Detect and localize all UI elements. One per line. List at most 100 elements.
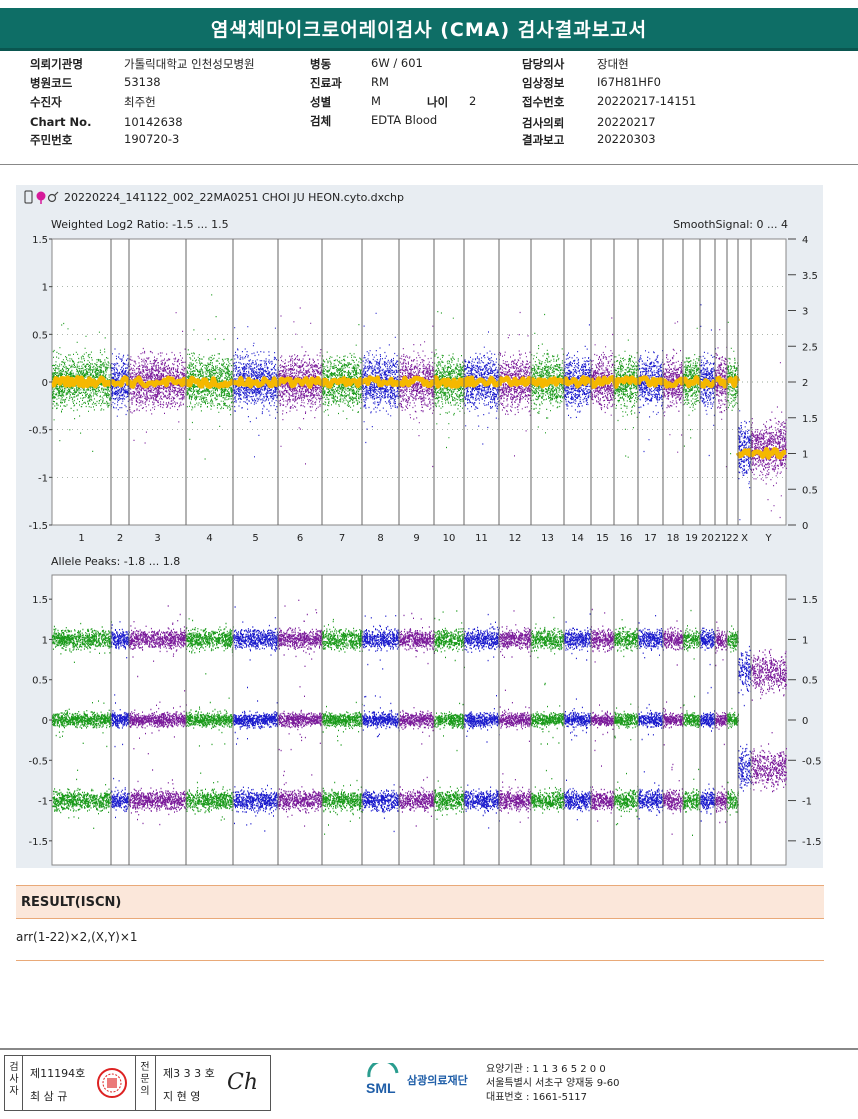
field-label: 검사의뢰 xyxy=(522,116,565,130)
field-value: 20220303 xyxy=(597,132,656,146)
bottom-left-tick: -1.5 xyxy=(28,837,48,848)
top-right-tick: 4 xyxy=(802,235,808,246)
bottom-right-tick: -1.5 xyxy=(802,837,822,848)
cma-chart: Weighted Log2 Ratio: -1.5 ... 1.5 Smooth… xyxy=(28,218,822,866)
chr-10-smooth-signal xyxy=(432,375,467,389)
chr-19-smooth-signal xyxy=(681,375,703,389)
chr-5-smooth-signal xyxy=(232,375,280,389)
chr-16-allele-points xyxy=(614,619,639,826)
chr-X-allele-points xyxy=(738,645,752,792)
report-title: 염색체마이크로어레이검사 (CMA) 검사결과보고서 xyxy=(0,8,858,51)
chr-label-7: 7 xyxy=(339,533,345,544)
chr-18-smooth-signal xyxy=(662,376,686,389)
field-value: I67H81HF0 xyxy=(597,75,661,89)
field-label: 결과보고 xyxy=(522,133,565,147)
chr-label-4: 4 xyxy=(206,533,212,544)
chr-21-allele-points xyxy=(715,621,728,824)
field-label: 의뢰기관명 xyxy=(30,57,83,71)
chr-16-smooth-signal xyxy=(611,375,641,389)
bottom-left-tick: 1.5 xyxy=(32,595,48,606)
chr-8-allele-points xyxy=(362,615,400,833)
chr-label-8: 8 xyxy=(377,533,383,544)
bottom-right-tick: 1 xyxy=(802,635,808,646)
chr-Y-smooth-signal xyxy=(749,447,787,460)
top-left-tick: -0.5 xyxy=(28,426,48,437)
lab-code: 요양기관 : 1 1 3 6 5 2 0 0 xyxy=(486,1064,606,1075)
chr-1-smooth-signal xyxy=(51,375,114,389)
top-right-tick: 2 xyxy=(802,378,808,389)
field-label: 진료과 xyxy=(310,76,342,90)
chr-label-5: 5 xyxy=(252,533,258,544)
field-value: 가톨릭대학교 인천성모병원 xyxy=(124,57,255,71)
chr-label-1: 1 xyxy=(78,533,84,544)
chr-12-smooth-signal xyxy=(496,375,534,387)
top-left-tick: 1.5 xyxy=(32,235,48,246)
field-value: 2 xyxy=(469,94,477,108)
chr-21-smooth-signal xyxy=(714,375,730,389)
lab-address: 서울특별시 서초구 양재동 9-60 xyxy=(486,1078,620,1089)
field-label: 나이 xyxy=(427,95,449,109)
chr-label-22: 22 xyxy=(726,533,739,544)
chr-14-allele-points xyxy=(564,613,592,821)
field-label: 수진자 xyxy=(30,95,62,109)
chr-label-13: 13 xyxy=(541,533,554,544)
top-right-tick: 0.5 xyxy=(802,485,818,496)
field-value: M xyxy=(371,94,381,108)
file-icons xyxy=(24,190,59,204)
inspector-license: 제11194호 xyxy=(30,1067,86,1080)
chr-6-smooth-signal xyxy=(275,376,324,389)
top-right-tick: 2.5 xyxy=(802,342,818,353)
chr-17-smooth-signal xyxy=(635,375,666,388)
chr-label-19: 19 xyxy=(685,533,698,544)
top-panel-title: Weighted Log2 Ratio: -1.5 ... 1.5 xyxy=(51,218,229,231)
inspector-name: 최 삼 규 xyxy=(30,1090,68,1103)
chr-label-3: 3 xyxy=(154,533,160,544)
field-value: 190720-3 xyxy=(124,132,180,146)
result-divider xyxy=(16,960,824,961)
bottom-right-tick: 1.5 xyxy=(802,595,818,606)
document-icon xyxy=(24,190,33,204)
top-right-tick: 3.5 xyxy=(802,271,818,282)
chr-X-smooth-signal xyxy=(735,448,754,459)
top-right-tick: 1.5 xyxy=(802,414,818,425)
field-label: 성별 xyxy=(310,95,332,109)
chr-Y-allele-points xyxy=(751,648,787,793)
chr-17-allele-points xyxy=(638,615,664,820)
cma-plot-panel: 20220224_141122_002_22MA0251 CHOI JU HEO… xyxy=(16,185,823,868)
top-left-tick: -1.5 xyxy=(28,521,48,532)
top-right-tick: 0 xyxy=(802,521,808,532)
patient-info: 의뢰기관명 가톨릭대학교 인천성모병원 병원코드 53138 수진자 최주헌 C… xyxy=(0,56,858,164)
chr-14-smooth-signal xyxy=(561,375,592,389)
specialist-name: 지 현 영 xyxy=(163,1090,201,1103)
chr-3-smooth-signal xyxy=(126,375,188,389)
chr-5-allele-points xyxy=(233,606,279,832)
svg-text:SML: SML xyxy=(366,1080,396,1096)
specialist-license: 제3 3 3 호 xyxy=(163,1067,215,1080)
top-left-tick: 1 xyxy=(42,283,48,294)
handwritten-signature: Ch xyxy=(227,1070,259,1095)
chr-9-allele-points xyxy=(399,612,435,827)
org-name: 삼광의료재단 xyxy=(407,1074,468,1087)
chr-7-smooth-signal xyxy=(319,376,365,389)
sml-logo-icon: SML xyxy=(366,1063,399,1096)
field-value: RM xyxy=(371,75,389,89)
chr-15-allele-points xyxy=(591,608,615,822)
signature-box: 검사자 제11194호 최 삼 규 전문의 제3 3 3 호 지 현 영 Ch xyxy=(4,1055,271,1111)
result-iscn: arr(1-22)×2,(X,Y)×1 xyxy=(16,930,138,944)
field-label: 담당의사 xyxy=(522,57,565,71)
chr-label-20: 20 xyxy=(701,533,714,544)
chr-label-6: 6 xyxy=(297,533,303,544)
field-label: 접수번호 xyxy=(522,95,565,109)
field-value: 20220217 xyxy=(597,115,656,129)
chr-19-log2-points xyxy=(683,327,701,447)
chr-12-allele-points xyxy=(499,610,532,823)
female-icon xyxy=(36,191,46,201)
field-value: 최주헌 xyxy=(124,95,156,109)
field-value: 장대현 xyxy=(597,57,629,71)
field-value: 6W / 601 xyxy=(371,56,423,70)
result-heading: RESULT(ISCN) xyxy=(16,885,824,919)
field-value: 53138 xyxy=(124,75,161,89)
sml-logo: SML 삼광의료재단 xyxy=(365,1063,468,1097)
chr-19-allele-points xyxy=(683,609,701,836)
field-value: 20220217-14151 xyxy=(597,94,697,108)
